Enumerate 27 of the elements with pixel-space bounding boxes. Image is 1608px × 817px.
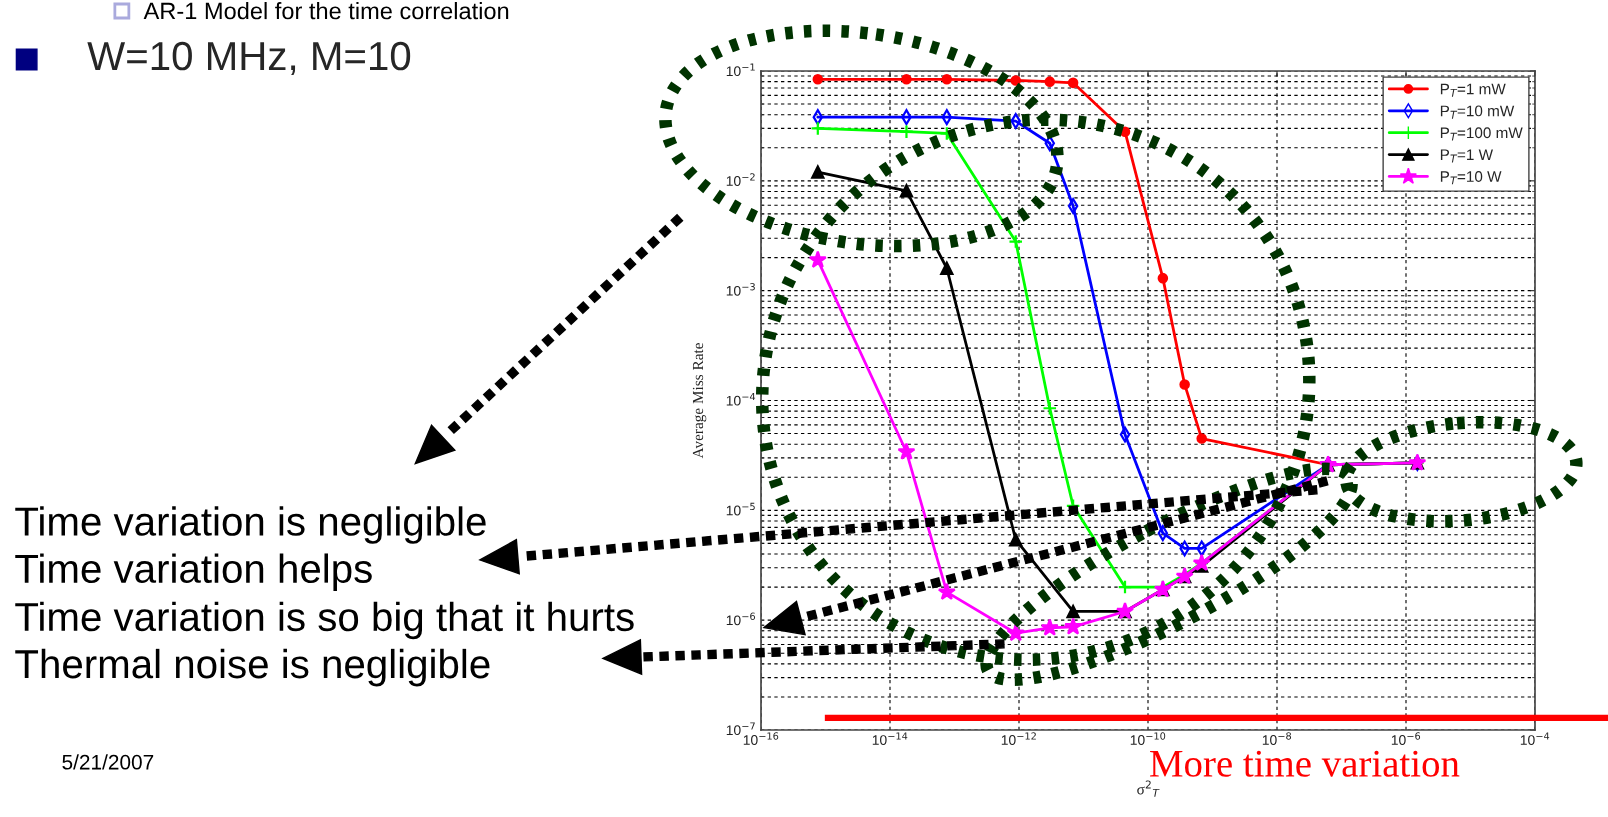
legend-label: P$_{T}$=1 W [1440, 149, 1493, 163]
y-axis-title: Average Miss Rate [692, 343, 707, 459]
y-tick-label: 10$^{−2}$ [726, 173, 755, 186]
y-tick-label: 10$^{−3}$ [726, 283, 755, 296]
x-tick-label: 10$^{−12}$ [1001, 732, 1036, 745]
text: More time variation [1150, 750, 1460, 777]
y-tick-label: 10$^{−5}$ [726, 502, 755, 516]
x-tick-label: 10$^{−8}$ [1262, 732, 1292, 745]
y-tick-label: 10$^{−4}$ [726, 393, 756, 406]
text: 5/21/2007 [62, 754, 154, 770]
legend-label: P$_{T}$=100 mW [1440, 127, 1523, 141]
x-tick-label: 10$^{−4}$ [1520, 732, 1550, 745]
x-axis-title: σ$^{2}$$_{T}$ [1137, 780, 1160, 797]
x-tick-label: 10$^{−6}$ [1391, 732, 1421, 745]
text: Thermal noise is negligible [15, 648, 490, 687]
text: W=10 MHz, M=10 [87, 41, 411, 76]
legend-label: P$_{T}$=10 mW [1440, 105, 1515, 119]
text: AR-1 Model for the time correlation [143, 2, 509, 20]
text: Time variation helps [15, 553, 372, 592]
x-tick-label: 10$^{−10}$ [1130, 732, 1166, 745]
text: Time variation is negligible [15, 506, 486, 544]
y-tick-label: 10$^{−1}$ [726, 63, 755, 77]
legend-label: P$_{T}$=10 W [1440, 171, 1502, 185]
y-tick-label: 10$^{−6}$ [726, 612, 756, 626]
legend-label: P$_{T}$=1 mW [1440, 83, 1506, 97]
x-tick-label: 10$^{−14}$ [872, 732, 908, 745]
text: Time variation is so big that it hurts [15, 601, 634, 640]
